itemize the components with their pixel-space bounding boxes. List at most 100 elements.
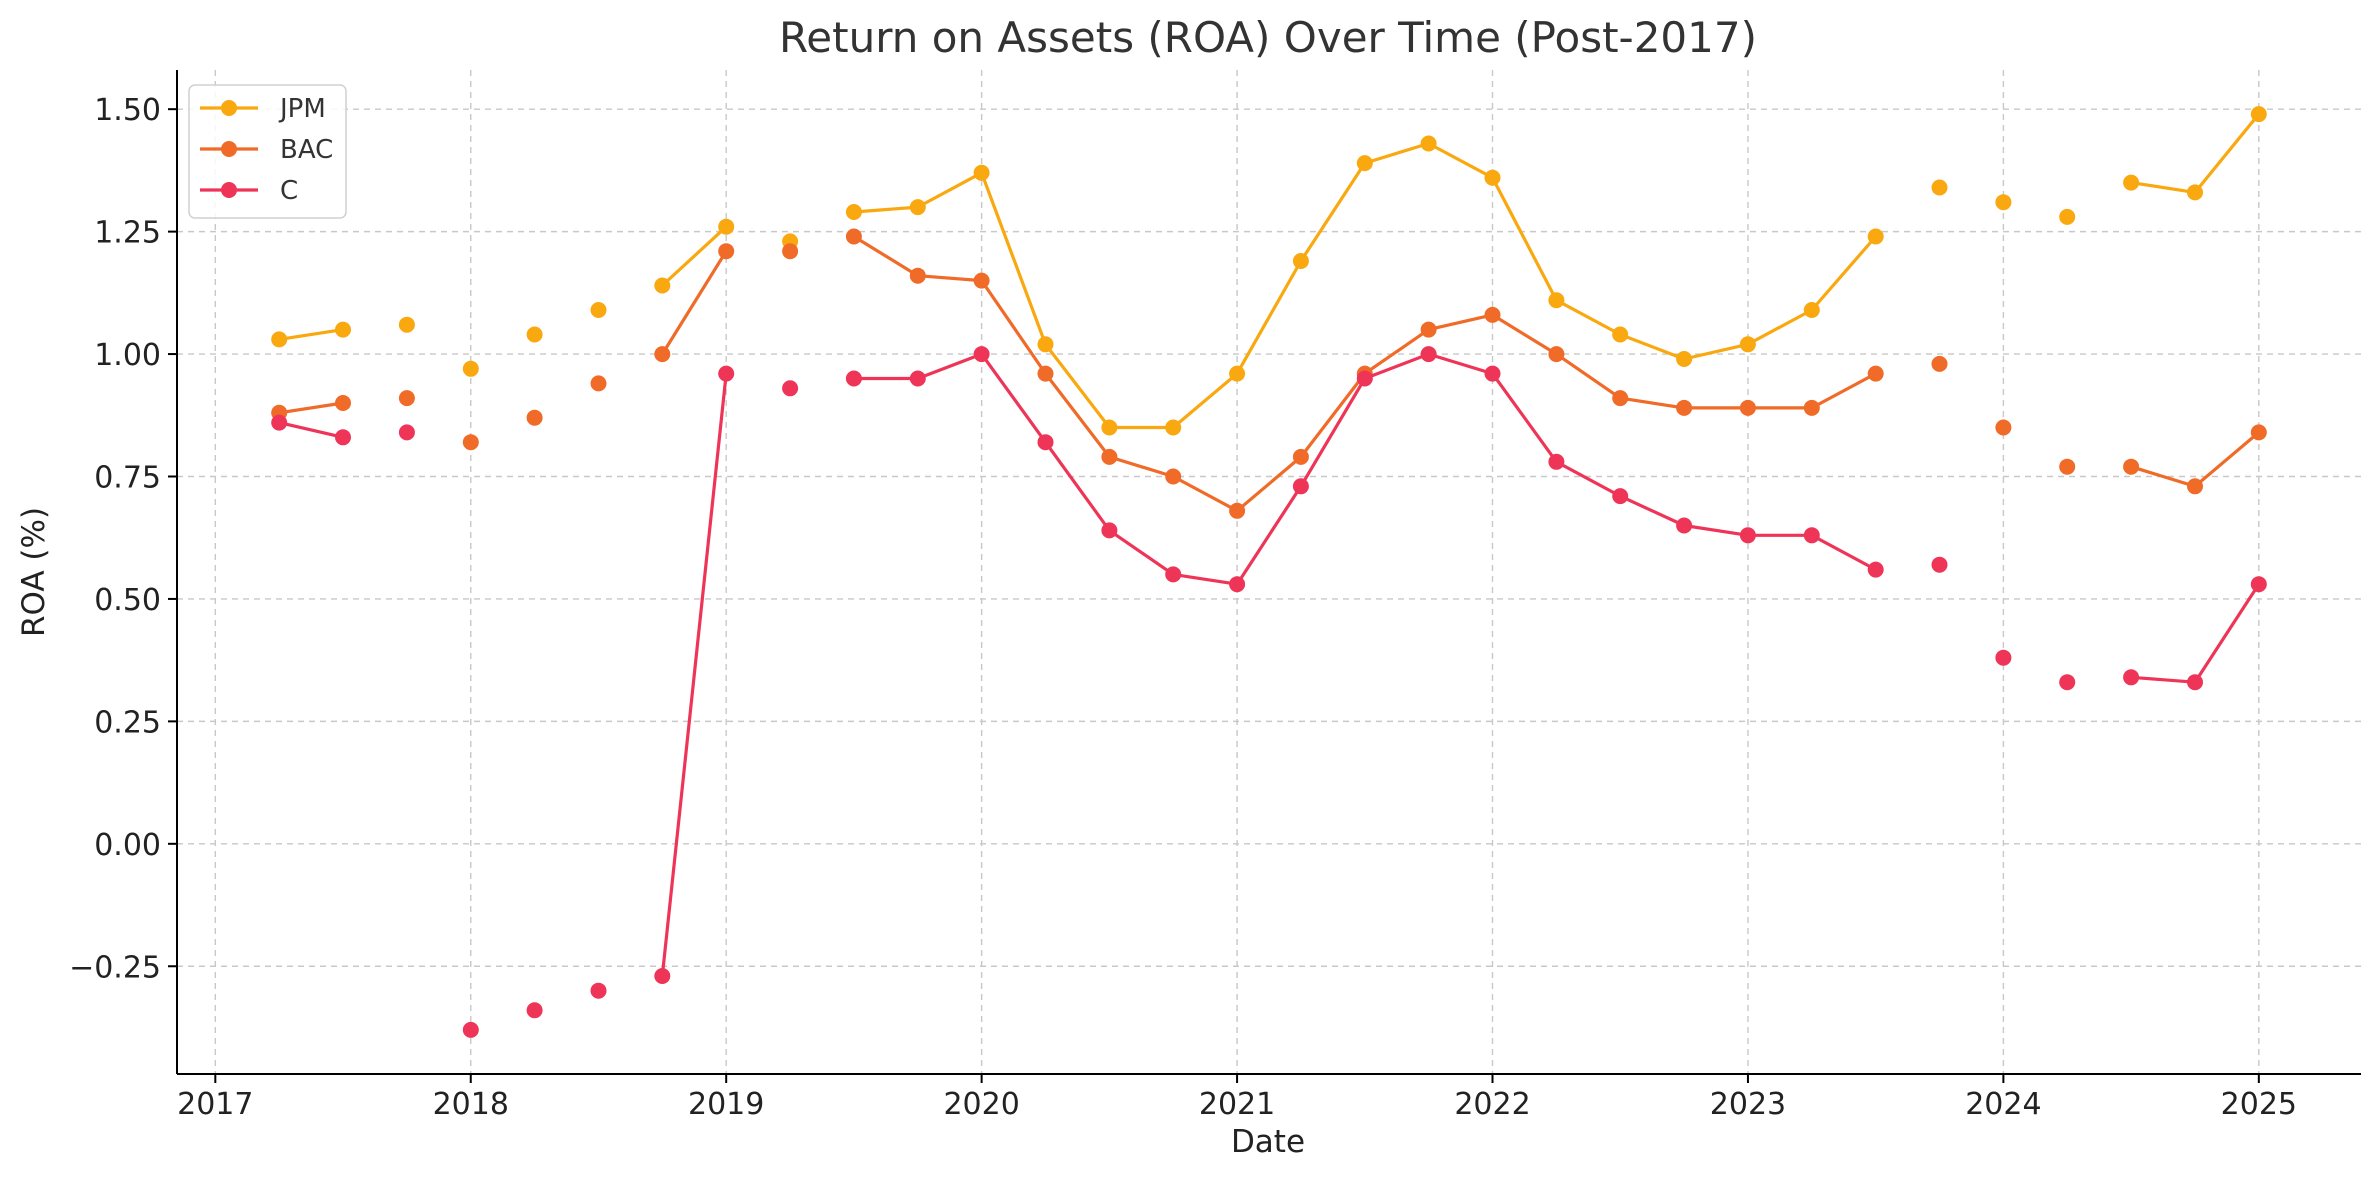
data-point-jpm <box>1292 253 1309 269</box>
data-point-c <box>526 1002 543 1019</box>
data-point-bac <box>2250 424 2267 441</box>
data-point-bac <box>1867 365 1884 382</box>
data-point-jpm <box>1229 365 1246 382</box>
legend-label-bac: BAC <box>280 135 333 165</box>
data-point-bac <box>909 267 926 284</box>
chart-title: Return on Assets (ROA) Over Time (Post-2… <box>779 13 1757 62</box>
data-point-jpm <box>1931 179 1948 196</box>
data-point-c <box>1420 346 1437 363</box>
data-point-bac <box>718 243 735 260</box>
data-point-c <box>782 380 799 397</box>
data-point-bac <box>398 390 415 407</box>
data-point-jpm <box>335 321 351 338</box>
data-point-c <box>2059 674 2076 691</box>
data-point-jpm <box>462 360 479 377</box>
y-tick-label: 1.50 <box>94 93 161 128</box>
legend-marker-c <box>221 182 237 198</box>
y-tick-label: −0.25 <box>69 950 161 985</box>
legend-label-jpm: JPM <box>278 94 326 124</box>
x-tick-label: 2025 <box>2221 1087 2297 1122</box>
data-point-bac <box>1739 399 1756 416</box>
data-point-bac <box>782 243 799 260</box>
data-point-jpm <box>1356 155 1373 172</box>
y-tick-label: 0.75 <box>94 460 161 495</box>
data-point-c <box>2123 669 2140 686</box>
ticks: 2017 2018 2019 2020 2021 2022 2023 2024 2025 −0.2… <box>69 93 2297 1122</box>
data-point-c <box>1101 522 1118 539</box>
data-point-c <box>590 982 607 999</box>
series-c <box>271 346 2267 1038</box>
legend: JPM BAC C <box>188 84 347 219</box>
data-point-c <box>718 365 735 382</box>
data-point-bac <box>1612 390 1629 407</box>
data-point-jpm <box>1867 228 1884 245</box>
data-point-bac <box>1101 448 1118 465</box>
x-tick-label: 2022 <box>1454 1087 1530 1122</box>
data-point-c <box>1739 527 1756 544</box>
data-point-jpm <box>1484 169 1501 186</box>
data-point-c <box>462 1021 479 1038</box>
data-point-jpm <box>1548 292 1565 309</box>
data-point-c <box>1803 527 1820 544</box>
data-point-jpm <box>1739 336 1756 353</box>
x-tick-label: 2019 <box>688 1087 764 1122</box>
x-axis-label: Date <box>1231 1124 1305 1160</box>
data-point-jpm <box>1612 326 1629 343</box>
y-tick-label: 1.00 <box>94 338 161 373</box>
series-line-c <box>278 421 344 439</box>
data-point-c <box>1292 478 1309 495</box>
series-line-bac <box>660 250 728 355</box>
data-point-jpm <box>845 204 862 220</box>
data-point-bac <box>1548 346 1565 363</box>
data-point-c <box>1612 488 1629 505</box>
series-line-jpm <box>278 328 344 341</box>
data-point-c <box>1676 517 1693 534</box>
series-jpm <box>271 106 2267 436</box>
data-point-jpm <box>1165 419 1182 436</box>
series-line-jpm <box>2130 113 2261 194</box>
data-point-bac <box>2123 458 2140 475</box>
data-point-jpm <box>2250 106 2267 123</box>
data-point-bac <box>335 395 351 411</box>
data-point-bac <box>973 272 990 289</box>
y-tick-label: 0.00 <box>94 828 161 863</box>
legend-label-c: C <box>280 176 298 206</box>
data-point-jpm <box>2059 208 2076 225</box>
data-point-bac <box>1803 399 1820 416</box>
data-point-bac <box>1229 502 1246 519</box>
series-bac <box>271 228 2267 519</box>
data-point-bac <box>1484 306 1501 323</box>
data-point-c <box>2187 674 2203 691</box>
data-point-bac <box>590 375 607 392</box>
x-tick-label: 2021 <box>1199 1087 1275 1122</box>
series-layer <box>271 106 2267 1038</box>
data-point-c <box>1037 434 1054 451</box>
data-point-jpm <box>718 218 735 235</box>
series-line-jpm <box>661 225 728 287</box>
data-point-c <box>973 346 990 363</box>
data-point-c <box>1356 370 1373 387</box>
x-tick-label: 2023 <box>1710 1087 1786 1122</box>
data-point-jpm <box>526 326 543 343</box>
series-line-bac <box>2130 431 2260 488</box>
data-point-c <box>1995 649 2012 666</box>
data-point-jpm <box>2123 174 2140 191</box>
data-point-jpm <box>1676 351 1693 367</box>
data-point-c <box>2250 576 2267 593</box>
x-tick-label: 2020 <box>943 1087 1019 1122</box>
legend-marker-jpm <box>221 100 237 116</box>
axes <box>176 70 2361 1075</box>
y-tick-label: 1.25 <box>94 216 161 251</box>
data-point-c <box>1229 576 1246 593</box>
data-point-c <box>1867 561 1884 578</box>
gridlines <box>177 70 2361 1074</box>
data-point-bac <box>1931 355 1948 372</box>
data-point-jpm <box>271 331 288 348</box>
data-point-bac <box>526 409 543 426</box>
y-tick-label: 0.25 <box>94 705 161 740</box>
data-point-bac <box>2187 478 2203 495</box>
series-line-c <box>660 373 728 977</box>
data-point-c <box>1484 365 1501 382</box>
data-point-jpm <box>909 199 926 216</box>
